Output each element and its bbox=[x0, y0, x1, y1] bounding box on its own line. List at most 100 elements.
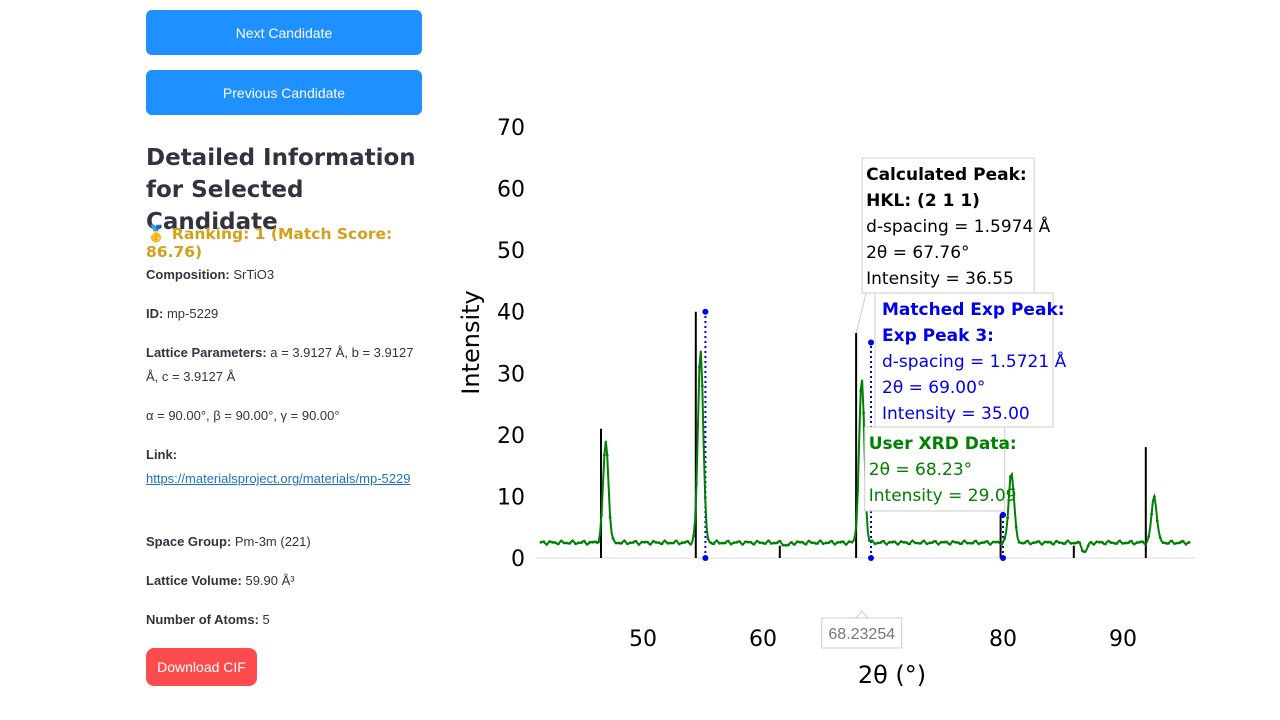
user-xrd-point[interactable] bbox=[784, 543, 788, 547]
user-xrd-point[interactable] bbox=[1187, 541, 1191, 544]
user-xrd-point[interactable] bbox=[741, 543, 744, 546]
user-xrd-point[interactable] bbox=[836, 541, 839, 544]
user-xrd-point[interactable] bbox=[928, 541, 932, 545]
user-xrd-point[interactable] bbox=[706, 537, 710, 541]
user-xrd-point[interactable] bbox=[755, 539, 759, 543]
user-xrd-point[interactable] bbox=[617, 541, 621, 545]
user-xrd-point[interactable] bbox=[721, 541, 724, 545]
user-xrd-point[interactable] bbox=[873, 542, 877, 546]
user-xrd-point[interactable] bbox=[1069, 542, 1073, 545]
user-xrd-point[interactable] bbox=[1153, 495, 1156, 499]
user-xrd-point[interactable] bbox=[683, 541, 687, 544]
user-xrd-point[interactable] bbox=[735, 540, 739, 544]
user-xrd-point[interactable] bbox=[591, 540, 595, 544]
user-xrd-point[interactable] bbox=[626, 542, 629, 546]
matched-peak-base-marker[interactable] bbox=[868, 555, 874, 561]
user-xrd-point[interactable] bbox=[698, 365, 701, 369]
user-xrd-point[interactable] bbox=[1000, 542, 1004, 546]
user-xrd-point[interactable] bbox=[1035, 540, 1038, 544]
user-xrd-point[interactable] bbox=[628, 541, 632, 545]
user-xrd-point[interactable] bbox=[660, 542, 664, 546]
user-xrd-point[interactable] bbox=[1179, 541, 1182, 544]
user-xrd-point[interactable] bbox=[594, 540, 598, 544]
user-xrd-point[interactable] bbox=[974, 539, 978, 543]
user-xrd-point[interactable] bbox=[1104, 542, 1107, 546]
user-xrd-point[interactable] bbox=[830, 539, 834, 543]
user-xrd-point[interactable] bbox=[1063, 542, 1067, 545]
user-xrd-point[interactable] bbox=[1066, 539, 1070, 543]
user-xrd-point[interactable] bbox=[1170, 539, 1174, 543]
user-xrd-point[interactable] bbox=[718, 541, 721, 545]
user-xrd-point[interactable] bbox=[545, 543, 549, 546]
user-xrd-point[interactable] bbox=[911, 539, 914, 543]
user-xrd-point[interactable] bbox=[821, 542, 825, 545]
user-xrd-point[interactable] bbox=[588, 540, 592, 544]
user-xrd-point[interactable] bbox=[675, 539, 678, 543]
user-xrd-point[interactable] bbox=[896, 542, 900, 546]
user-xrd-point[interactable] bbox=[960, 542, 963, 546]
user-xrd-point[interactable] bbox=[977, 542, 981, 546]
user-xrd-point[interactable] bbox=[899, 540, 903, 543]
user-xrd-point[interactable] bbox=[905, 541, 909, 545]
user-xrd-point[interactable] bbox=[1060, 541, 1064, 545]
user-xrd-point[interactable] bbox=[1158, 536, 1162, 539]
user-xrd-point[interactable] bbox=[729, 542, 733, 546]
user-xrd-point[interactable] bbox=[1184, 542, 1188, 546]
next-candidate-button[interactable]: Next Candidate bbox=[146, 10, 422, 55]
user-xrd-point[interactable] bbox=[1072, 541, 1076, 545]
user-xrd-point[interactable] bbox=[1026, 539, 1030, 543]
user-xrd-point[interactable] bbox=[1101, 541, 1104, 544]
user-xrd-point[interactable] bbox=[1095, 540, 1099, 544]
user-xrd-point[interactable] bbox=[643, 540, 647, 544]
user-xrd-point[interactable] bbox=[922, 539, 926, 543]
user-xrd-point[interactable] bbox=[579, 541, 583, 544]
user-xrd-point[interactable] bbox=[1155, 519, 1159, 523]
user-xrd-point[interactable] bbox=[1032, 541, 1035, 544]
user-xrd-point[interactable] bbox=[931, 541, 935, 544]
user-xrd-point[interactable] bbox=[571, 539, 575, 543]
matched-peak-top-marker[interactable] bbox=[702, 308, 709, 315]
user-xrd-point[interactable] bbox=[1132, 542, 1136, 546]
user-xrd-point[interactable] bbox=[804, 542, 808, 546]
xrd-chart[interactable]: 0 10 20 30 40 50 60 70 50 60 80 90 Intensity 2θ (°… bbox=[440, 100, 1220, 700]
user-xrd-point[interactable] bbox=[752, 542, 756, 546]
user-xrd-point[interactable] bbox=[1043, 540, 1047, 544]
user-xrd-point[interactable] bbox=[988, 542, 992, 546]
user-xrd-point[interactable] bbox=[1078, 541, 1081, 544]
user-xrd-point[interactable] bbox=[1040, 542, 1044, 546]
user-xrd-point[interactable] bbox=[954, 541, 958, 544]
user-xrd-point[interactable] bbox=[640, 540, 644, 544]
user-xrd-point[interactable] bbox=[611, 537, 615, 540]
user-xrd-point[interactable] bbox=[914, 541, 917, 545]
user-xrd-point[interactable] bbox=[657, 541, 661, 545]
user-xrd-point[interactable] bbox=[819, 539, 822, 543]
user-xrd-point[interactable] bbox=[559, 539, 563, 543]
user-xrd-point[interactable] bbox=[715, 539, 719, 543]
user-xrd-point[interactable] bbox=[778, 539, 782, 543]
user-xrd-point[interactable] bbox=[669, 541, 672, 545]
user-xrd-point[interactable] bbox=[548, 540, 551, 543]
user-xrd-point[interactable] bbox=[1081, 549, 1084, 553]
user-xrd-point[interactable] bbox=[577, 541, 580, 545]
matched-peak-base-marker[interactable] bbox=[1000, 555, 1006, 561]
user-xrd-point[interactable] bbox=[539, 540, 543, 544]
matched-peak-top-marker[interactable] bbox=[1000, 511, 1006, 518]
user-xrd-point[interactable] bbox=[793, 543, 796, 546]
user-xrd-point[interactable] bbox=[646, 540, 649, 544]
user-xrd-point[interactable] bbox=[680, 541, 684, 545]
user-xrd-point[interactable] bbox=[971, 541, 975, 545]
user-xrd-point[interactable] bbox=[813, 541, 816, 545]
user-xrd-point[interactable] bbox=[700, 384, 704, 388]
user-xrd-point[interactable] bbox=[631, 541, 635, 544]
user-xrd-point[interactable] bbox=[1164, 541, 1168, 545]
user-xrd-point[interactable] bbox=[582, 539, 586, 543]
user-xrd-point[interactable] bbox=[980, 541, 983, 545]
materials-project-link[interactable]: https://materialsproject.org/materials/m… bbox=[146, 471, 411, 486]
user-xrd-point[interactable] bbox=[1138, 540, 1142, 544]
user-xrd-point[interactable] bbox=[744, 540, 747, 544]
user-xrd-point[interactable] bbox=[1092, 542, 1096, 546]
user-xrd-point[interactable] bbox=[1181, 540, 1185, 543]
user-xrd-point[interactable] bbox=[1023, 541, 1027, 545]
user-xrd-point[interactable] bbox=[689, 542, 693, 546]
previous-candidate-button[interactable]: Previous Candidate bbox=[146, 70, 422, 115]
